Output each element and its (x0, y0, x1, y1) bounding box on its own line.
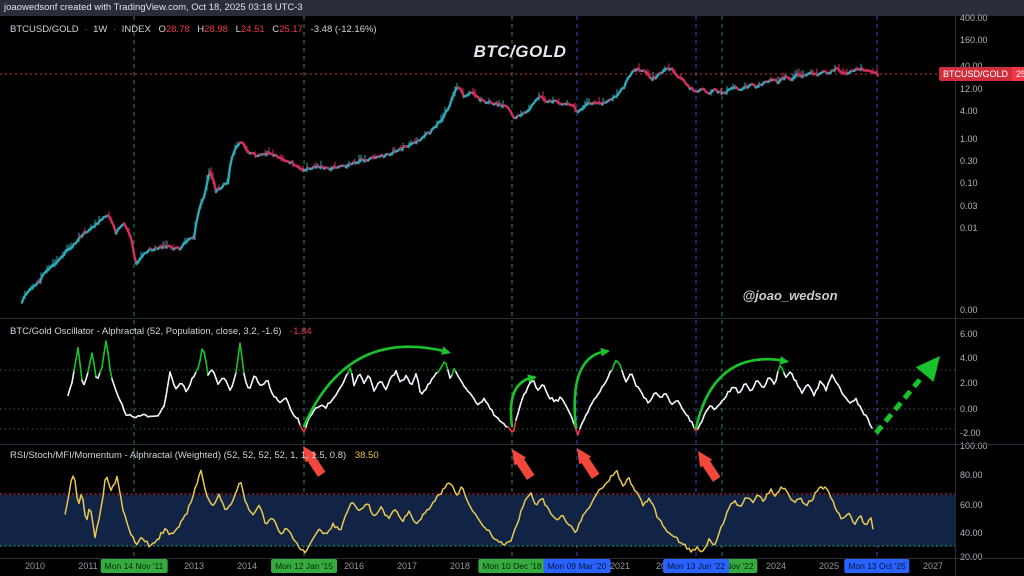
oscillator-axis-tick: 0.00 (960, 404, 978, 414)
oscillator-axis-tick: 4.00 (960, 353, 978, 363)
arrowhead (779, 356, 789, 365)
rsi-legend[interactable]: RSI/Stoch/MFI/Momentum - Alphractal (Wei… (10, 450, 379, 461)
rsi-title: RSI/Stoch/MFI/Momentum - Alphractal (Wei… (10, 450, 347, 461)
rsi-axis-tick: 20.00 (960, 552, 983, 562)
year-label: 2016 (343, 561, 365, 571)
symbol-name: BTCUSD/GOLD (10, 24, 79, 35)
interval: 1W (93, 24, 108, 35)
rsi-axis-tick: 60.00 (960, 500, 983, 510)
rsi-axis-tick: 80.00 (960, 470, 983, 480)
event-date-label: Mon 14 Nov '11 (100, 559, 168, 573)
year-label: 2021 (609, 561, 631, 571)
attribution-text: joaowedsonf created with TradingView.com… (4, 2, 303, 13)
arrowhead (698, 451, 713, 468)
open-key: O (158, 24, 166, 35)
arrowhead (441, 346, 451, 355)
arrowhead (577, 448, 592, 465)
oscillator-panel (0, 340, 955, 436)
dashed-green-arrow (874, 375, 924, 435)
symbol-legend[interactable]: BTCUSD/GOLD · 1W · INDEX O28.78 H28.98 L… (10, 24, 377, 35)
rsi-line (64, 469, 874, 554)
high-key: H (197, 24, 205, 35)
oscillator-title: BTC/Gold Oscillator - Alphractal (52, Po… (10, 326, 282, 337)
rsi-value: 38.50 (354, 450, 379, 461)
price-axis-tick: 0.01 (960, 223, 978, 233)
year-label: 2025 (818, 561, 840, 571)
low-key: L (235, 24, 241, 35)
price-axis-tick: 12.00 (960, 84, 983, 94)
price-axis-tick: 0.10 (960, 178, 978, 188)
high-value: 28.98 (204, 24, 228, 35)
rsi-axis-tick: 100.00 (960, 441, 988, 451)
close-value: 25.17 (279, 24, 303, 35)
oscillator-axis-tick: 2.00 (960, 378, 978, 388)
year-label: 2011 (78, 561, 98, 571)
green-arc-arrow (573, 349, 609, 430)
rsi-axis-tick: 40.00 (960, 528, 983, 538)
price-axis-tick: 4.00 (960, 106, 978, 116)
oscillator-legend[interactable]: BTC/Gold Oscillator - Alphractal (52, Po… (10, 326, 312, 337)
year-label: 2018 (449, 561, 471, 571)
price-axis-tick: 0.03 (960, 201, 978, 211)
price-axis-tick: 0.00 (960, 305, 978, 315)
year-label: 2027 (922, 561, 944, 571)
rsi-panel (0, 469, 955, 554)
price-axis-tick: 1.00 (960, 134, 978, 144)
year-label: 2014 (236, 561, 258, 571)
author-watermark: @joao_wedson (742, 288, 838, 303)
oscillator-value: -1.84 (290, 326, 312, 337)
oscillator-axis-tick: 6.00 (960, 329, 978, 339)
attribution-bar: joaowedsonf created with TradingView.com… (0, 0, 1024, 16)
event-date-label: Mon 12 Jan '15 (271, 559, 337, 573)
last-price-symbol: BTCUSD/GOLD (939, 67, 1013, 81)
event-date-label: Mon 10 Dec '18 (478, 559, 546, 573)
close-key: C (272, 24, 280, 35)
chart-title: BTC/GOLD (473, 42, 567, 61)
price-axis-tick: 0.30 (960, 156, 978, 166)
price-panel (0, 63, 955, 304)
arrowhead (303, 446, 318, 463)
event-date-label: Mon 13 Jun '22 (663, 559, 729, 573)
year-label: 2024 (765, 561, 787, 571)
arrowhead (512, 449, 527, 466)
last-price-value: 25.17 (1012, 67, 1024, 81)
year-label: 2010 (24, 561, 46, 571)
panel-separator[interactable] (0, 444, 1024, 445)
oscillator-axis-tick: -2.00 (960, 428, 981, 438)
green-arc-arrow (694, 357, 788, 430)
annotations (302, 345, 940, 482)
change-value: -3.48 (-12.16%) (310, 24, 377, 35)
arrowhead (527, 374, 537, 383)
price-axis-tick: 400.00 (960, 13, 988, 23)
green-arc-arrow (509, 375, 536, 428)
arrowhead (915, 356, 940, 382)
event-date-label: Mon 13 Oct '25 (844, 559, 910, 573)
year-label: 2013 (183, 561, 205, 571)
price-axis-tick: 40.00 (960, 61, 983, 71)
last-price-label: BTCUSD/GOLD 25.17 (939, 67, 1024, 81)
event-date-label: Mon 09 Mar '20 (543, 559, 611, 573)
price-axis-separator (955, 16, 956, 576)
instrument-type: INDEX (121, 24, 151, 35)
arrowhead (600, 347, 610, 357)
open-value: 28.78 (165, 24, 190, 35)
year-label: 2017 (396, 561, 418, 571)
low-value: 24.51 (240, 24, 265, 35)
price-axis-tick: 160.00 (960, 35, 988, 45)
time-axis-separator (0, 558, 1024, 559)
green-arc-arrow (302, 345, 450, 428)
panel-separator[interactable] (0, 318, 1024, 319)
